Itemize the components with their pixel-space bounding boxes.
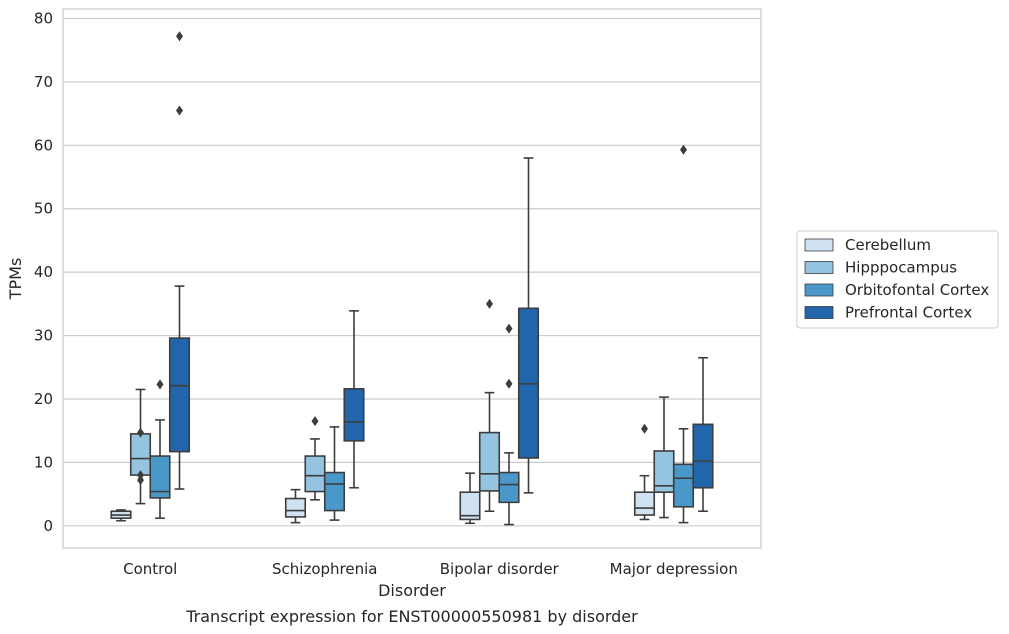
plot-frame [62, 8, 762, 549]
x-axis-label: Disorder [378, 581, 446, 600]
box-2-1 [478, 298, 501, 513]
legend-swatch [804, 283, 834, 297]
y-tick-label: 0 [43, 517, 53, 535]
y-axis-label: TPMs [6, 258, 25, 301]
box-1-0 [284, 488, 307, 524]
x-tick-label: Major depression [610, 560, 738, 578]
y-tick-label: 40 [34, 263, 53, 281]
box-iqr [692, 423, 714, 489]
outlier-point [176, 31, 183, 42]
box-iqr [459, 491, 481, 521]
box-0-1 [129, 388, 152, 505]
outlier-point [486, 298, 493, 309]
box-iqr [129, 433, 152, 476]
legend: Cerebellum Hipppocampus Orbitofontal Corte… [796, 230, 999, 329]
outlier-point [156, 379, 164, 390]
box-0-3 [168, 31, 191, 490]
box-0-0 [110, 509, 132, 522]
legend-swatch [804, 306, 834, 319]
box-iqr [304, 455, 326, 493]
x-tick-labels: Control Schizophrenia Bipolar disorder Majo… [123, 560, 738, 578]
box-2-2 [498, 323, 520, 526]
outlier-point [311, 416, 319, 427]
outlier-point [680, 144, 687, 155]
x-tick-label: Control [123, 560, 177, 578]
outlier-point [176, 105, 183, 116]
box-iqr [168, 337, 191, 453]
legend-label: Cerebellum [845, 236, 931, 254]
box-3-3 [692, 356, 714, 513]
legend-swatch [804, 261, 834, 274]
y-tick-label: 50 [34, 200, 53, 218]
outlier-point [641, 423, 648, 434]
y-tick-label: 20 [34, 390, 53, 408]
chart-caption: Transcript expression for ENST0000055098… [185, 607, 638, 626]
box-iqr [149, 455, 171, 499]
outlier-point [137, 470, 144, 481]
legend-label: Hipppocampus [845, 259, 957, 277]
box-iqr [498, 471, 520, 504]
box-0-2 [149, 379, 171, 519]
x-tick-label: Schizophrenia [272, 560, 377, 578]
box-1-2 [323, 426, 346, 521]
y-tick-label: 70 [34, 73, 53, 91]
legend-label: Prefrontal Cortex [845, 304, 972, 322]
box-series [110, 31, 714, 526]
outlier-point [505, 378, 513, 389]
box-iqr [284, 497, 307, 518]
y-tick-label: 60 [34, 136, 53, 154]
outlier-point [137, 475, 144, 486]
box-1-3 [343, 310, 365, 489]
box-iqr [672, 463, 695, 508]
legend-label: Orbitofontal Cortex [845, 281, 989, 299]
box-1-1 [304, 416, 326, 501]
legend-frame [796, 230, 999, 329]
legend-swatch [804, 238, 834, 252]
y-tick-labels: 0 10 20 30 40 50 60 70 80 [34, 10, 53, 535]
box-iqr [323, 471, 346, 512]
box-3-2 [672, 144, 695, 524]
outlier-point [137, 427, 144, 438]
x-tick-label: Bipolar disorder [440, 560, 560, 578]
y-tick-label: 80 [34, 10, 53, 28]
box-2-0 [459, 472, 481, 525]
y-tick-label: 30 [34, 327, 53, 345]
grid-lines [63, 17, 761, 527]
box-iqr [478, 431, 501, 492]
box-3-1 [653, 396, 675, 519]
box-3-0 [633, 423, 656, 521]
box-iqr [633, 491, 656, 516]
outlier-point [505, 323, 513, 334]
box-iqr [343, 388, 365, 442]
y-tick-label: 10 [34, 453, 53, 471]
box-2-3 [517, 157, 540, 494]
